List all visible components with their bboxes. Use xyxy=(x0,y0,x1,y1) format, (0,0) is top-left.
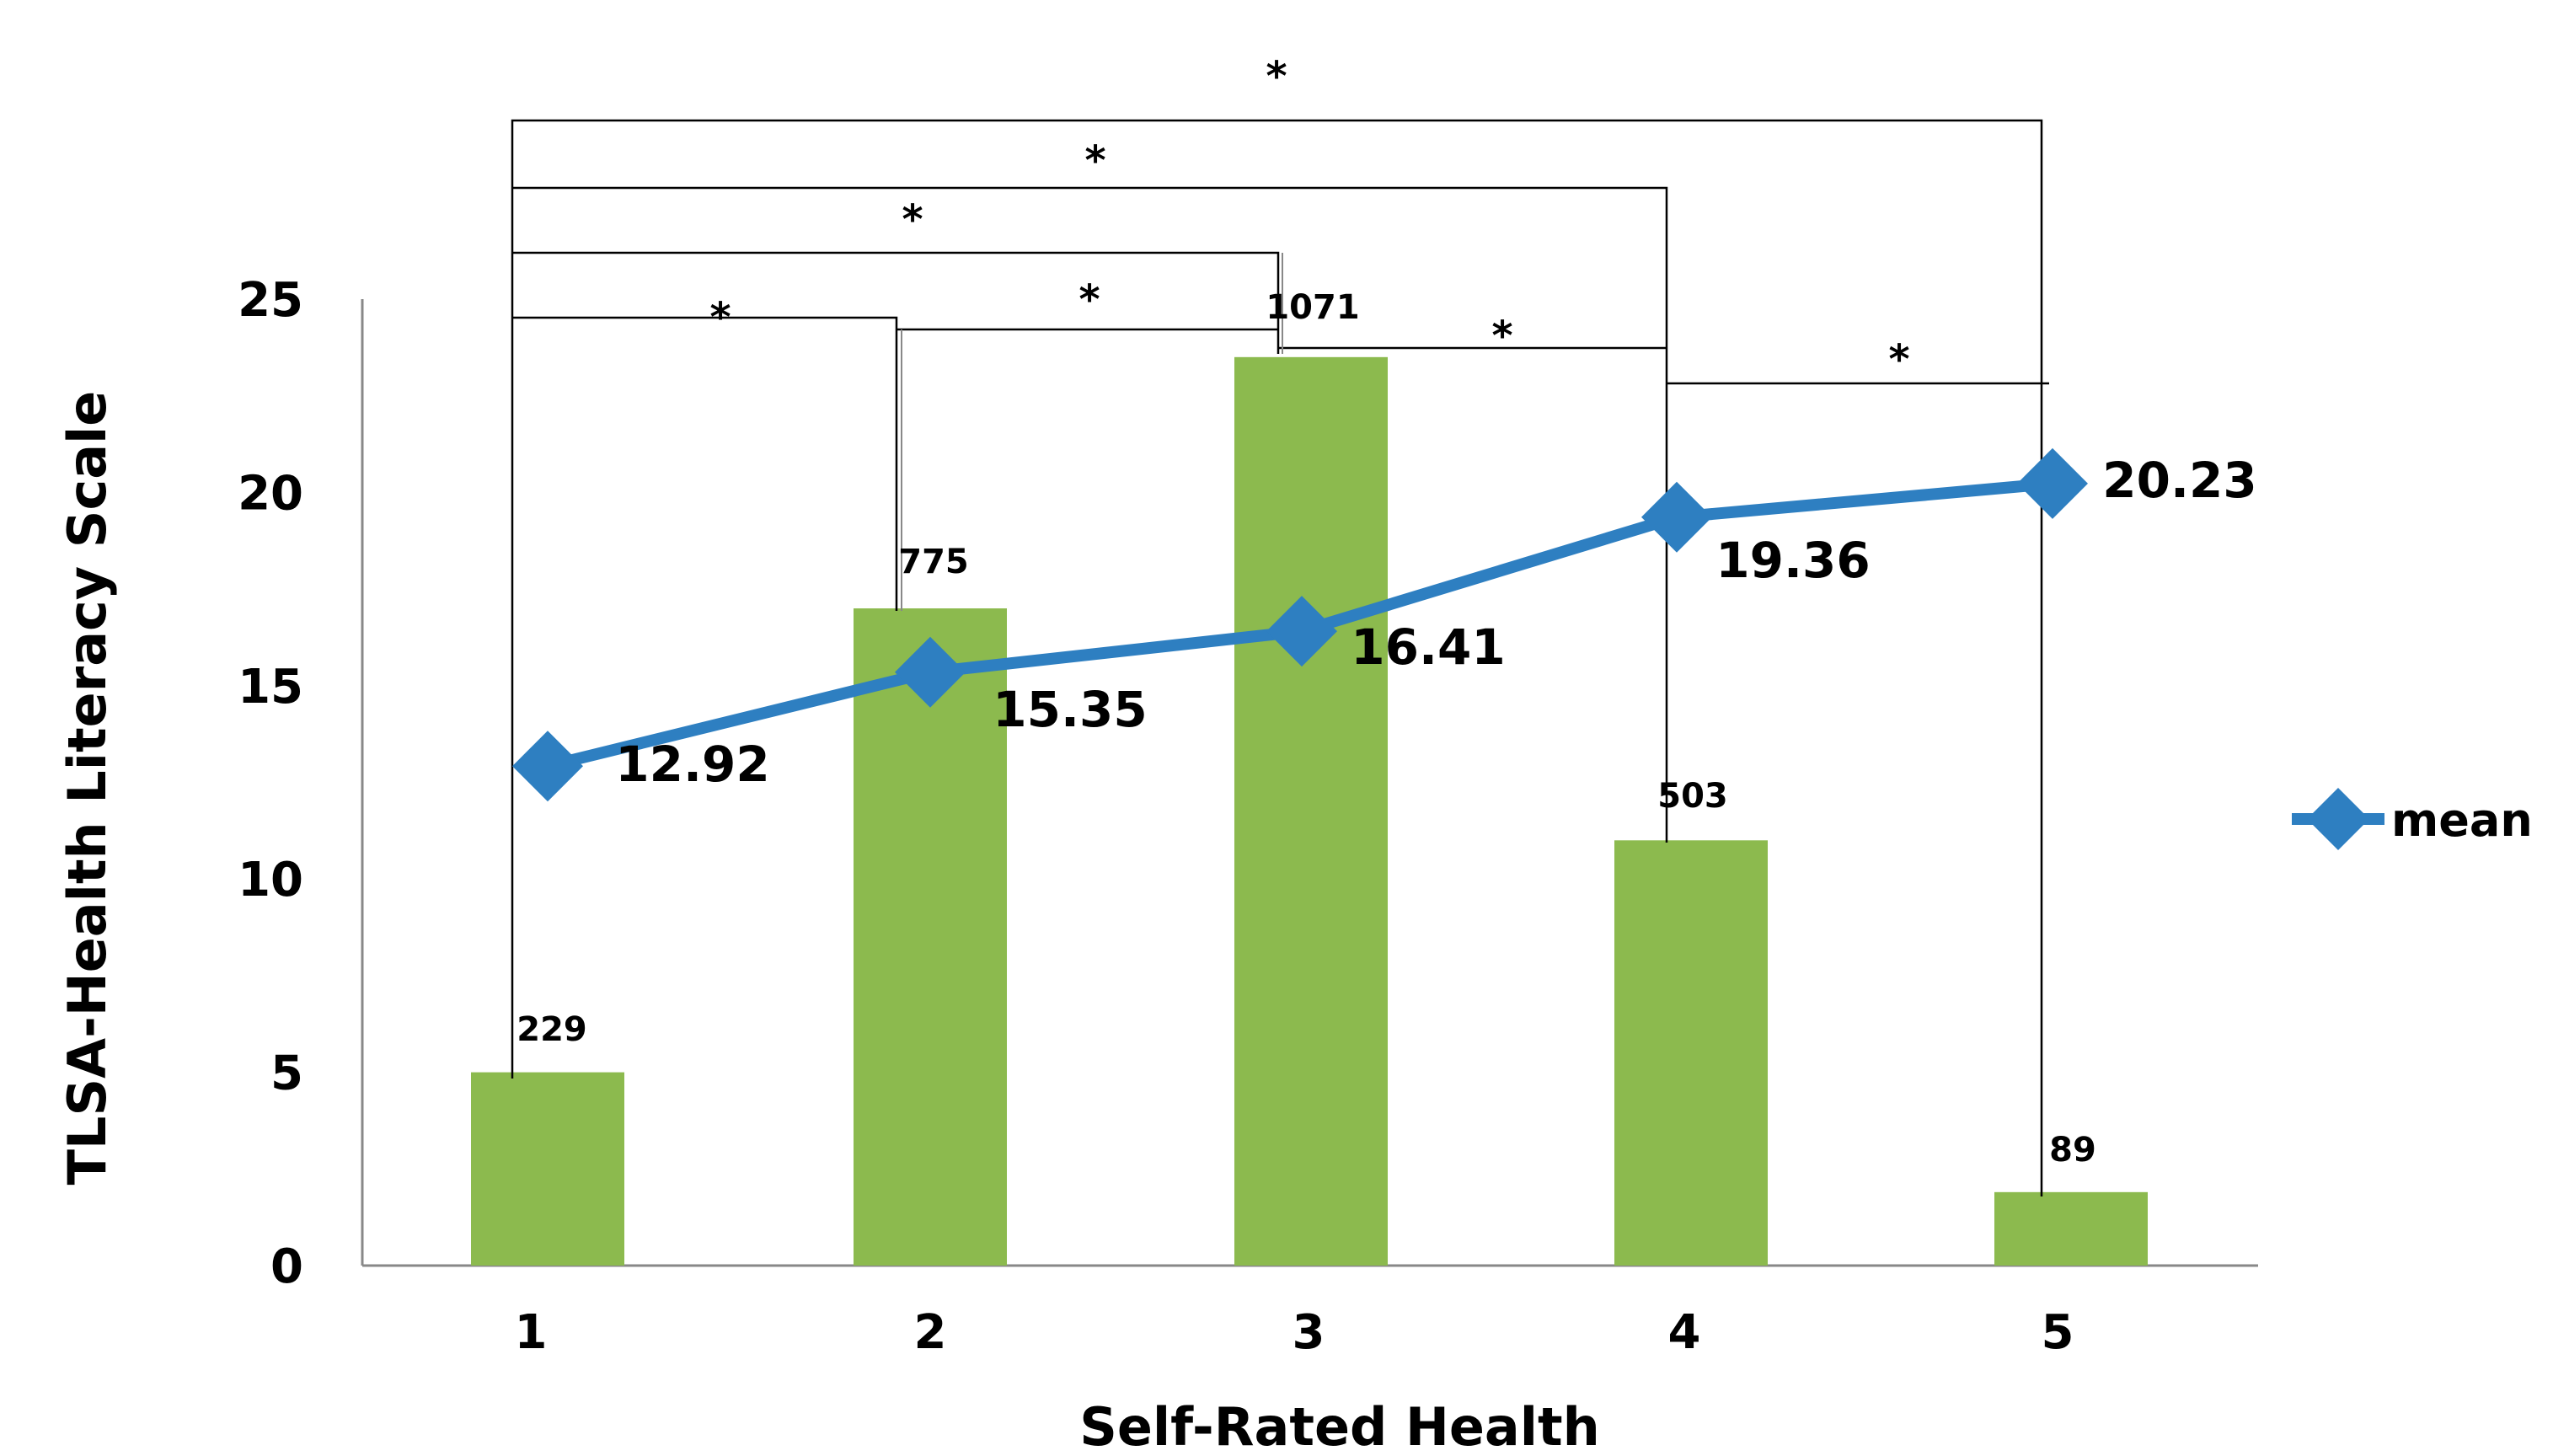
bar xyxy=(1994,1191,2148,1266)
legend-marker xyxy=(2307,788,2369,850)
mean-marker xyxy=(895,636,966,708)
legend-label: mean xyxy=(2391,794,2533,847)
significance-star: * xyxy=(902,196,923,244)
bar-count-label: 229 xyxy=(516,1010,587,1049)
y-tick-label: 0 xyxy=(270,1239,303,1294)
significance-star: * xyxy=(1078,276,1100,324)
significance-bracket xyxy=(512,316,898,611)
bar xyxy=(1614,840,1768,1266)
x-axis-title: Self-Rated Health xyxy=(1079,1396,1600,1456)
y-tick-label: 5 xyxy=(270,1046,303,1101)
bar xyxy=(471,1072,624,1266)
significance-bracket xyxy=(512,186,1668,843)
axes: 0 5 10 15 20 25 1 2 3 4 5 Self-Rated Health TLSA-Hea… xyxy=(56,273,2258,1456)
significance-bracket xyxy=(512,251,1280,354)
mean-value-label: 20.23 xyxy=(2102,452,2256,509)
y-tick-label: 25 xyxy=(238,273,303,328)
mean-value-label: 16.41 xyxy=(1351,618,1505,676)
mean-value-label: 19.36 xyxy=(1715,532,1870,589)
mean-marker xyxy=(512,731,583,802)
x-tick-label: 4 xyxy=(1668,1305,1701,1360)
x-tick-label: 3 xyxy=(1293,1305,1325,1360)
mean-marker xyxy=(1641,481,1712,553)
significance-brackets: * * * * * * * xyxy=(511,53,2049,1196)
bar-count-label: 1071 xyxy=(1266,288,1359,327)
bar xyxy=(1234,356,1388,1266)
x-tick-label: 2 xyxy=(914,1305,947,1360)
y-tick-label: 15 xyxy=(238,660,303,715)
significance-star: * xyxy=(1491,313,1512,360)
mean-value-label: 15.35 xyxy=(993,681,1147,738)
y-tick-label: 10 xyxy=(238,853,303,907)
bar xyxy=(854,608,1007,1266)
legend: mean xyxy=(2292,788,2533,850)
bar-count-label: 503 xyxy=(1657,777,1728,816)
significance-bracket xyxy=(511,119,2043,1196)
bar-count-label: 89 xyxy=(2049,1131,2096,1170)
mean-value-label: 12.92 xyxy=(615,736,769,793)
x-tick-label: 5 xyxy=(2042,1305,2074,1360)
mean-marker xyxy=(2017,447,2088,519)
bar-count-label: 775 xyxy=(898,543,969,581)
mean-marker xyxy=(1266,596,1337,667)
bars xyxy=(471,356,2148,1266)
significance-star: * xyxy=(1084,137,1105,185)
x-tick-label: 1 xyxy=(515,1305,548,1360)
significance-star: * xyxy=(1266,53,1287,100)
significance-star: * xyxy=(709,294,731,341)
y-tick-label: 20 xyxy=(238,466,303,521)
mean-series xyxy=(512,447,2088,802)
y-axis-title: TLSA-Health Literacy Scale xyxy=(56,391,118,1186)
significance-star: * xyxy=(1888,336,1909,383)
data-labels: 229 775 1071 503 89 12.92 15.35 16.41 19.36 20.23 xyxy=(516,288,2256,1170)
